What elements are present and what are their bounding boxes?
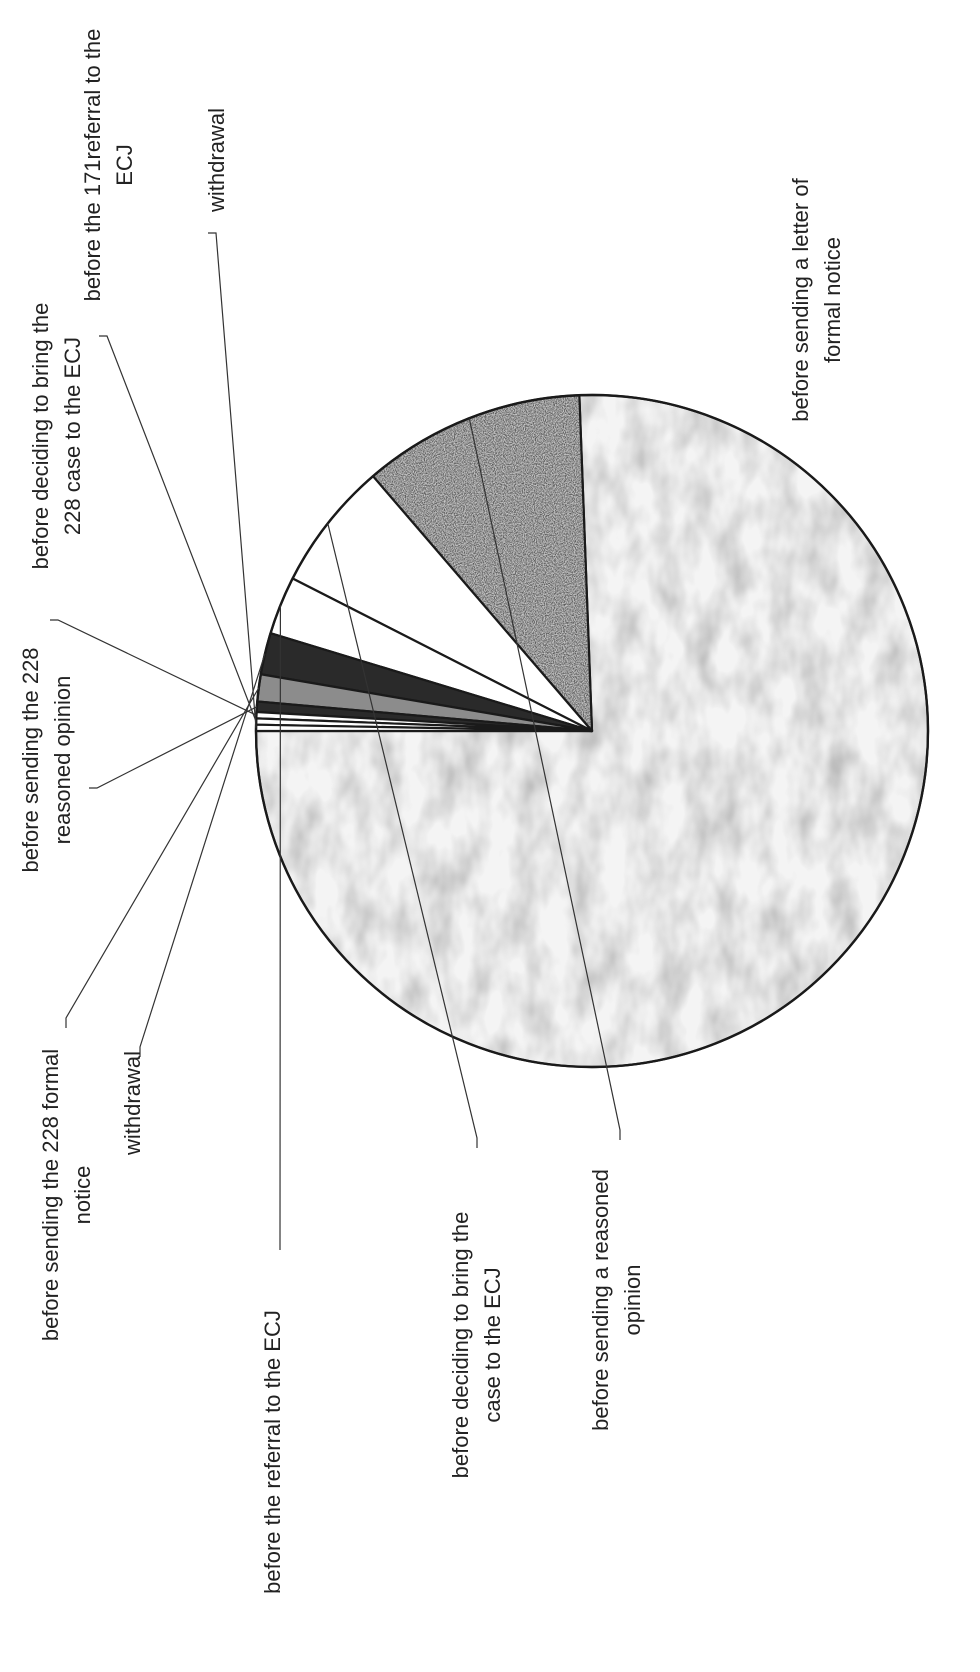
leader-line-withdrawal-4 [140, 654, 265, 1057]
leader-line-before-sending-the-228-reasoned-opinion-6 [89, 707, 257, 788]
slice-label-withdrawal-4: withdrawal [120, 1051, 145, 1156]
leader-line-before-deciding-to-bring-the-228-case-to-the-ecj-7 [50, 620, 256, 715]
leader-line-withdrawal-9 [208, 233, 256, 728]
slice-label-before-the-referral-to-the-ecj-3: before the referral to the ECJ [260, 1310, 285, 1594]
slice-label-withdrawal-9: withdrawal [204, 108, 229, 213]
leader-line-before-the-171referral-to-the-ecj-8 [99, 336, 256, 722]
